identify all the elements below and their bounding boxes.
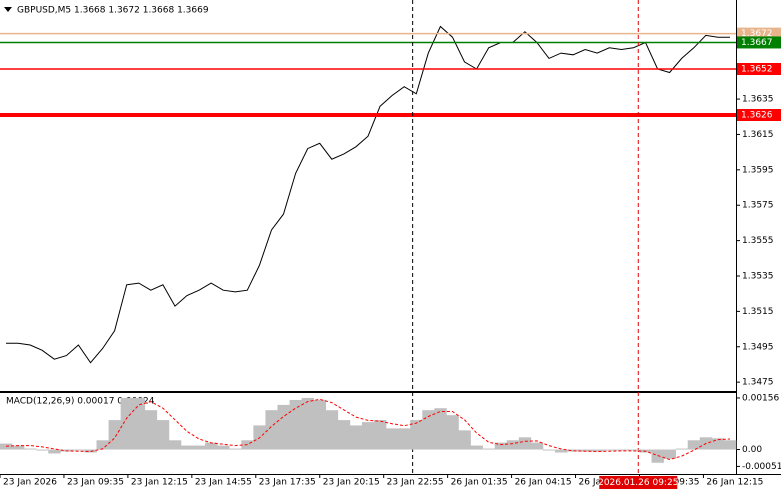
histogram-bar [132, 397, 146, 450]
histogram-bar [567, 449, 580, 452]
histogram-bar [711, 438, 725, 450]
histogram-bar [470, 445, 483, 450]
chart-title: GBPUSD,M5 1.3668 1.3672 1.3668 1.3669 [17, 6, 209, 16]
histogram-bar [72, 449, 85, 451]
histogram-bar [458, 430, 471, 450]
histogram-bar [374, 420, 387, 450]
level-label-box [737, 36, 781, 49]
histogram-bar [386, 428, 399, 450]
histogram-bar [494, 442, 508, 450]
histogram-bar [422, 410, 435, 450]
y-tick-label: 1.3615 [742, 130, 774, 140]
x-tick-label: 23 Jan 17:35 [259, 478, 316, 488]
histogram-bar [675, 448, 689, 450]
histogram-bar [398, 428, 411, 450]
y-tick-label: 1.3495 [742, 342, 774, 352]
x-tick-label: 23 Jan 12:15 [131, 478, 188, 488]
histogram-bar [36, 449, 49, 451]
histogram-bar [193, 445, 206, 450]
histogram-bar [361, 422, 375, 450]
histogram-bar [217, 445, 230, 450]
histogram-bar [229, 448, 242, 450]
x-tick-label: 26 Jan 12:15 [706, 478, 763, 488]
histogram-bar [627, 449, 640, 451]
histogram-bar [277, 404, 290, 450]
y-tick-label: 1.3535 [742, 272, 774, 282]
x-tick-label: 23 Jan 09:35 [67, 478, 124, 488]
histogram-bar [591, 449, 604, 452]
histogram-bar [663, 449, 676, 459]
y-tick-label: -0.00051 [742, 462, 781, 472]
x-tick-label: 26 Jan 04:15 [515, 478, 572, 488]
y-tick-label: 1.3595 [742, 165, 774, 175]
histogram-bar [530, 442, 544, 450]
histogram-bar [301, 397, 315, 450]
signal-line [5, 398, 731, 461]
price-line [6, 25, 730, 364]
level-label: 1.3626 [741, 111, 773, 121]
histogram-bar [120, 397, 134, 450]
y-tick-label: 1.3575 [742, 201, 774, 211]
level-label-box [737, 63, 781, 75]
marker-label-box [599, 476, 678, 489]
histogram-bar [506, 440, 520, 450]
histogram-bar [349, 425, 363, 450]
histogram-bar [603, 449, 616, 451]
histogram-bar [555, 449, 568, 453]
histogram-bar [579, 449, 592, 452]
histogram-bar [313, 399, 327, 450]
y-tick-label: 1.3555 [742, 236, 774, 246]
y-tick-label: 0.00 [742, 445, 762, 455]
histogram-bar [144, 410, 158, 450]
histogram-bar [518, 437, 532, 450]
histogram-bar [410, 420, 423, 450]
histogram-bar [542, 449, 556, 451]
histogram-bar [651, 449, 664, 463]
x-tick-label: 23 Jan 2026 [3, 478, 57, 488]
y-tick-label: 1.3475 [742, 378, 774, 388]
histogram-bar [205, 442, 218, 450]
histogram-bar [48, 449, 61, 454]
histogram-bar [24, 448, 37, 450]
histogram-bar [446, 415, 459, 450]
histogram-bar [325, 410, 339, 450]
y-tick-label: 1.3635 [742, 95, 774, 105]
histogram-bar [180, 445, 194, 450]
histogram-bar [108, 420, 121, 450]
macd-title: MACD(12,26,9) 0.00017 0.00024 [6, 397, 155, 407]
histogram-bar [434, 408, 447, 450]
histogram-bar [687, 440, 701, 450]
histogram-bar [337, 420, 351, 450]
y-tick-label: 1.3515 [742, 307, 774, 317]
marker-label: 2026.01.26 09:25 [598, 478, 678, 488]
level-label: 1.3652 [741, 65, 773, 75]
x-tick-label: 23 Jan 22:55 [387, 478, 444, 488]
histogram-bar [96, 440, 109, 450]
y-tick-label: 0.00156 [742, 393, 779, 403]
histogram-bar [723, 440, 737, 450]
menu-triangle [4, 7, 12, 12]
histogram-bar [615, 449, 628, 451]
histogram-bar [168, 440, 182, 450]
x-tick-label: 23 Jan 20:15 [323, 478, 380, 488]
level-label: 1.3672 [741, 29, 773, 39]
histogram-bar [482, 448, 495, 450]
x-tick-label: 26 Jan 01:35 [451, 478, 508, 488]
histogram-bar [12, 445, 25, 450]
x-tick-label: 23 Jan 14:55 [195, 478, 252, 488]
level-label: 1.3667 [741, 38, 773, 48]
histogram-bar [289, 399, 302, 450]
histogram-bar [156, 420, 170, 450]
level-label-box [737, 109, 781, 121]
histogram-bar [265, 410, 278, 450]
